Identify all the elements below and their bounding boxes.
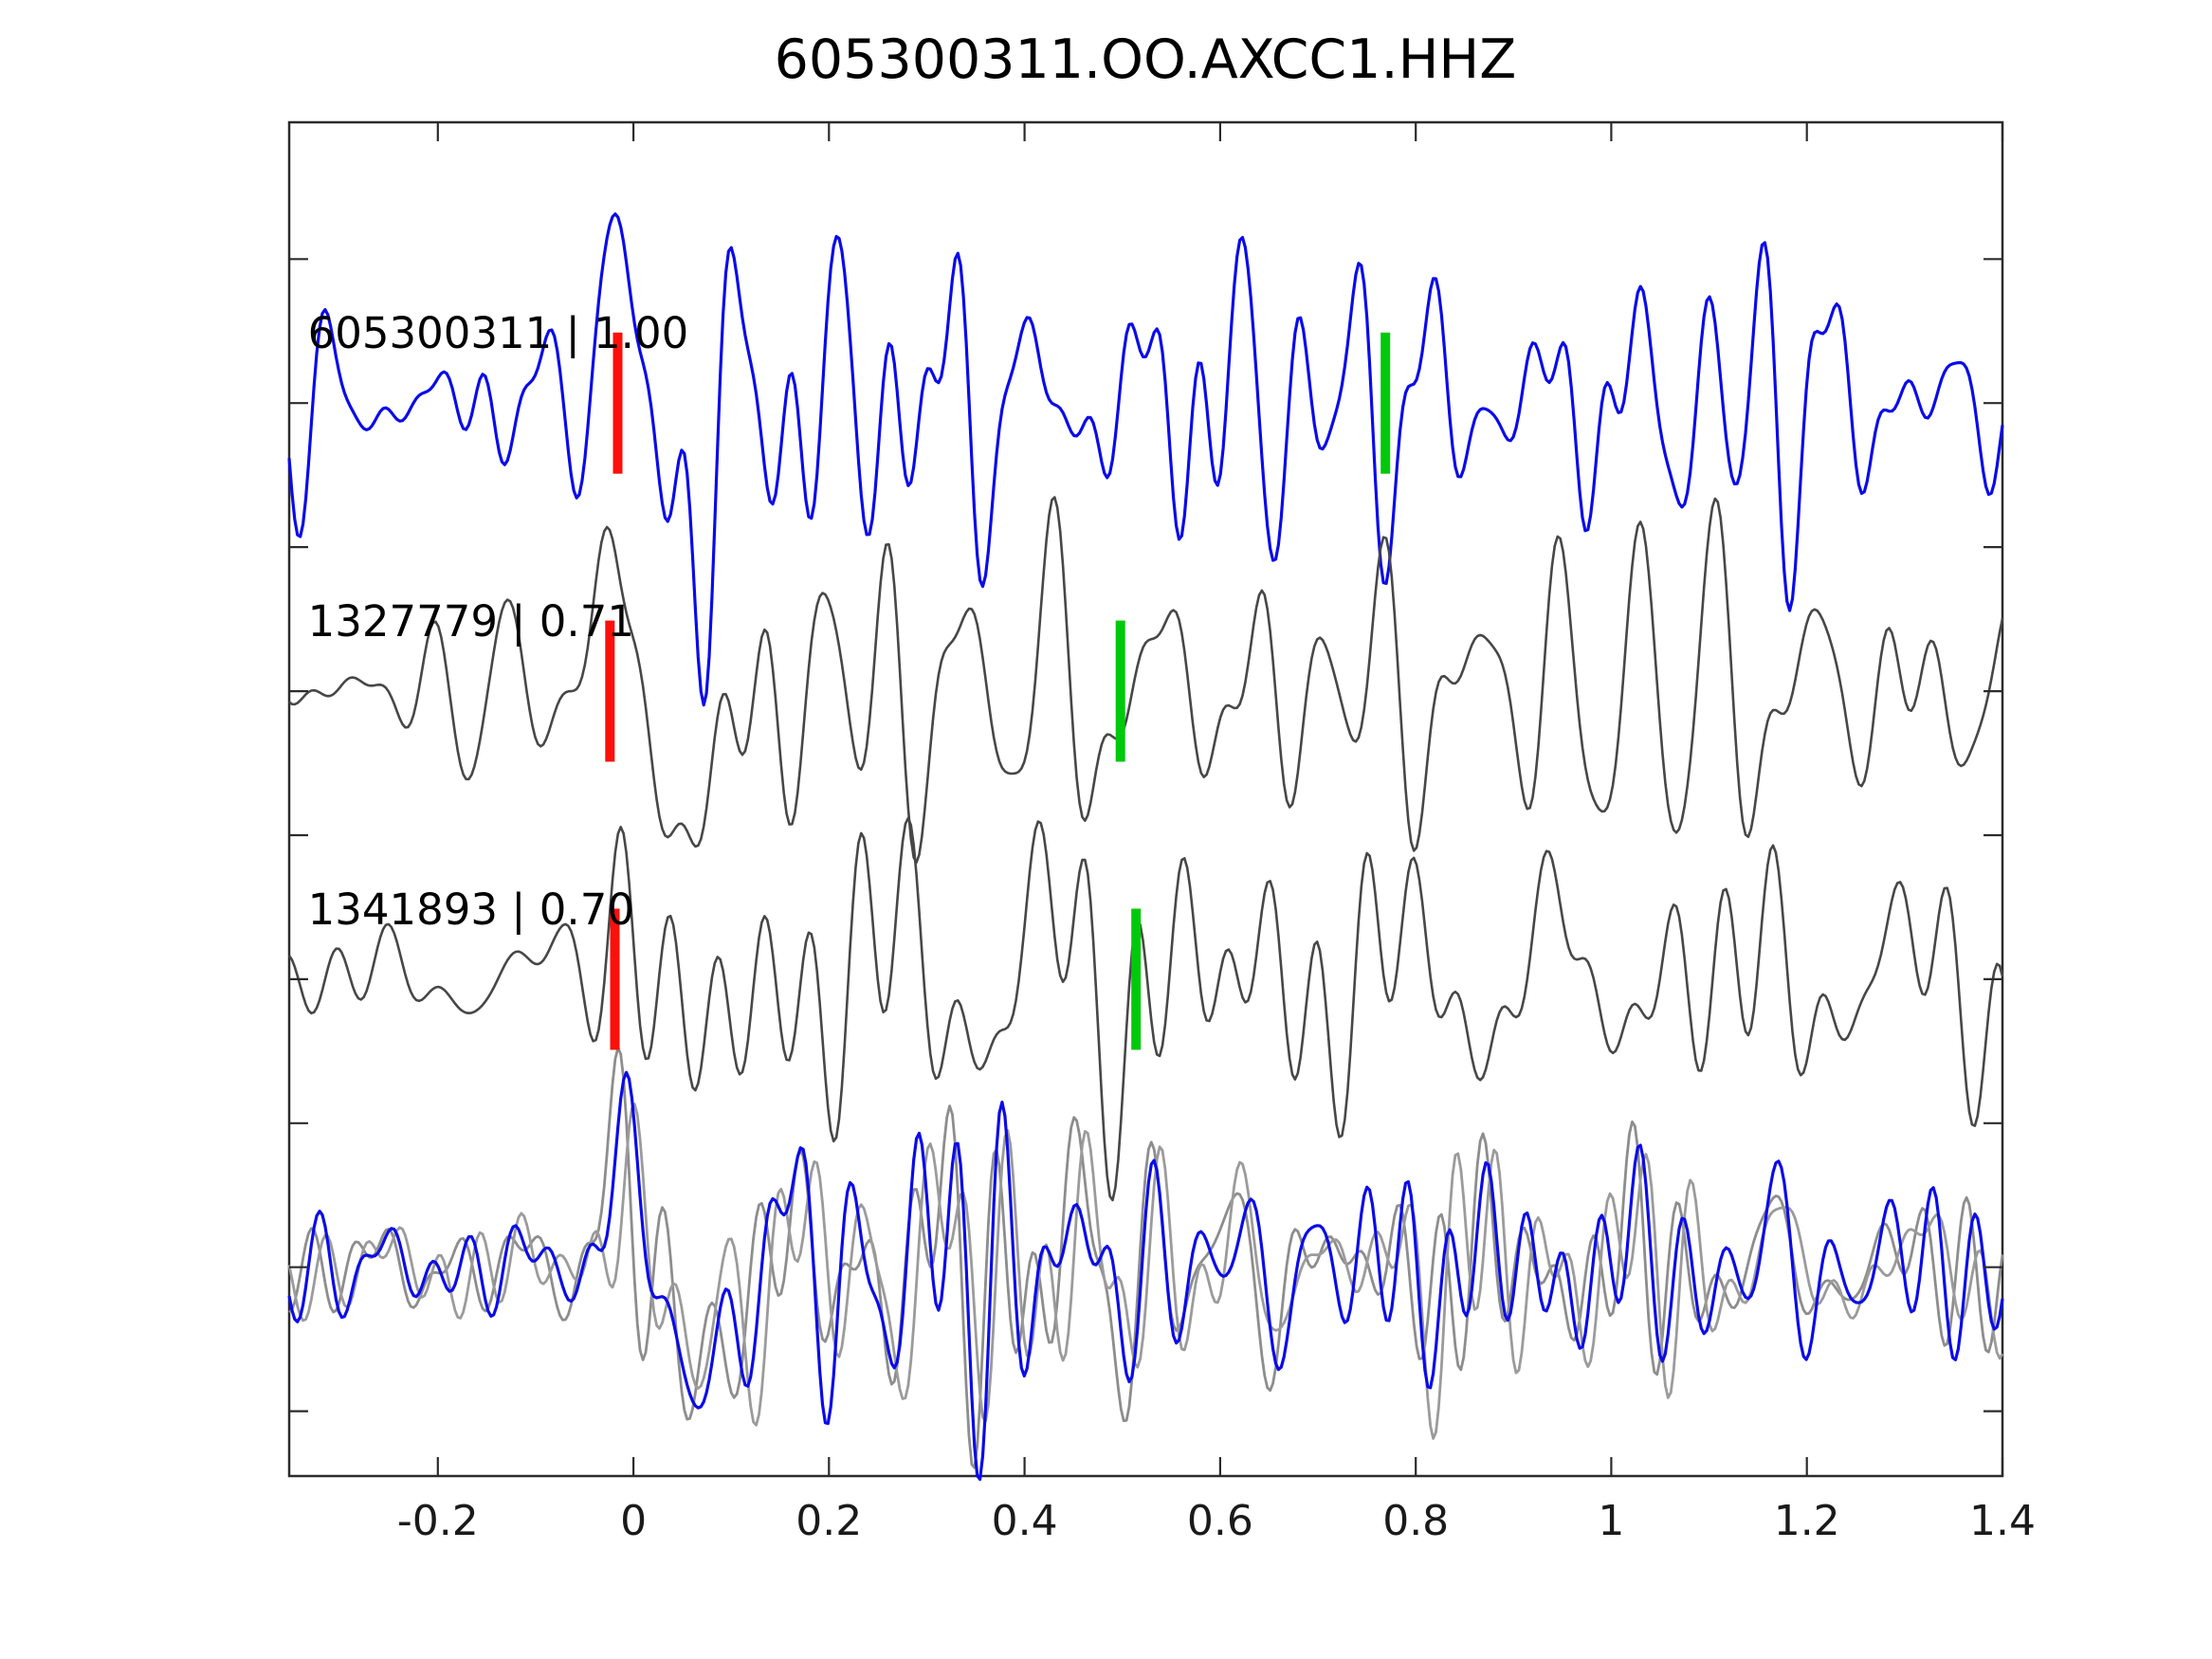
pick-marker bbox=[610, 908, 620, 1050]
plot-frame bbox=[287, 120, 2004, 1478]
window-marker bbox=[1115, 620, 1125, 762]
trace-aligned-overlay bbox=[288, 1046, 2004, 1469]
trace-605300311 bbox=[287, 212, 2004, 707]
trace-label-1341893: 1341893 | 0.70 bbox=[308, 884, 634, 935]
x-tick-label: 0.8 bbox=[1382, 1497, 1449, 1545]
x-tick-label: 0.4 bbox=[992, 1497, 1058, 1545]
trace-aligned-overlay bbox=[287, 1103, 2004, 1440]
window-marker bbox=[1131, 908, 1142, 1050]
marker-group bbox=[605, 332, 1391, 1050]
trace-aligned-overlay bbox=[287, 1070, 2004, 1482]
trace-1341893 bbox=[287, 816, 2004, 1202]
x-tick-label: 0.2 bbox=[795, 1497, 862, 1545]
x-tick-label: -0.2 bbox=[397, 1497, 479, 1545]
x-tick-label: 1.4 bbox=[1969, 1497, 2036, 1545]
x-tick-label: 0.6 bbox=[1187, 1497, 1253, 1545]
trace-1327779 bbox=[288, 496, 2004, 865]
x-tick-label: 0 bbox=[620, 1497, 647, 1545]
trace-label-1327779: 1327779 | 0.71 bbox=[308, 596, 634, 647]
window-marker bbox=[1380, 332, 1391, 474]
x-tick-label: 1.2 bbox=[1774, 1497, 1840, 1545]
pick-marker bbox=[612, 332, 623, 474]
tick-group: -0.2 0 0.2 0.4 0.6 0.8 1 1.2 1.4 bbox=[289, 122, 2036, 1545]
figure-title: 605300311.OO.AXCC1.HHZ bbox=[774, 28, 1517, 91]
x-tick-label: 1 bbox=[1598, 1497, 1624, 1545]
plot-border bbox=[287, 120, 2004, 1478]
pick-marker bbox=[605, 620, 615, 762]
label-group: 605300311 | 1.00 1327779 | 0.71 1341893 | … bbox=[308, 308, 689, 935]
trace-group bbox=[287, 212, 2004, 1482]
trace-label-605300311: 605300311 | 1.00 bbox=[308, 308, 689, 358]
